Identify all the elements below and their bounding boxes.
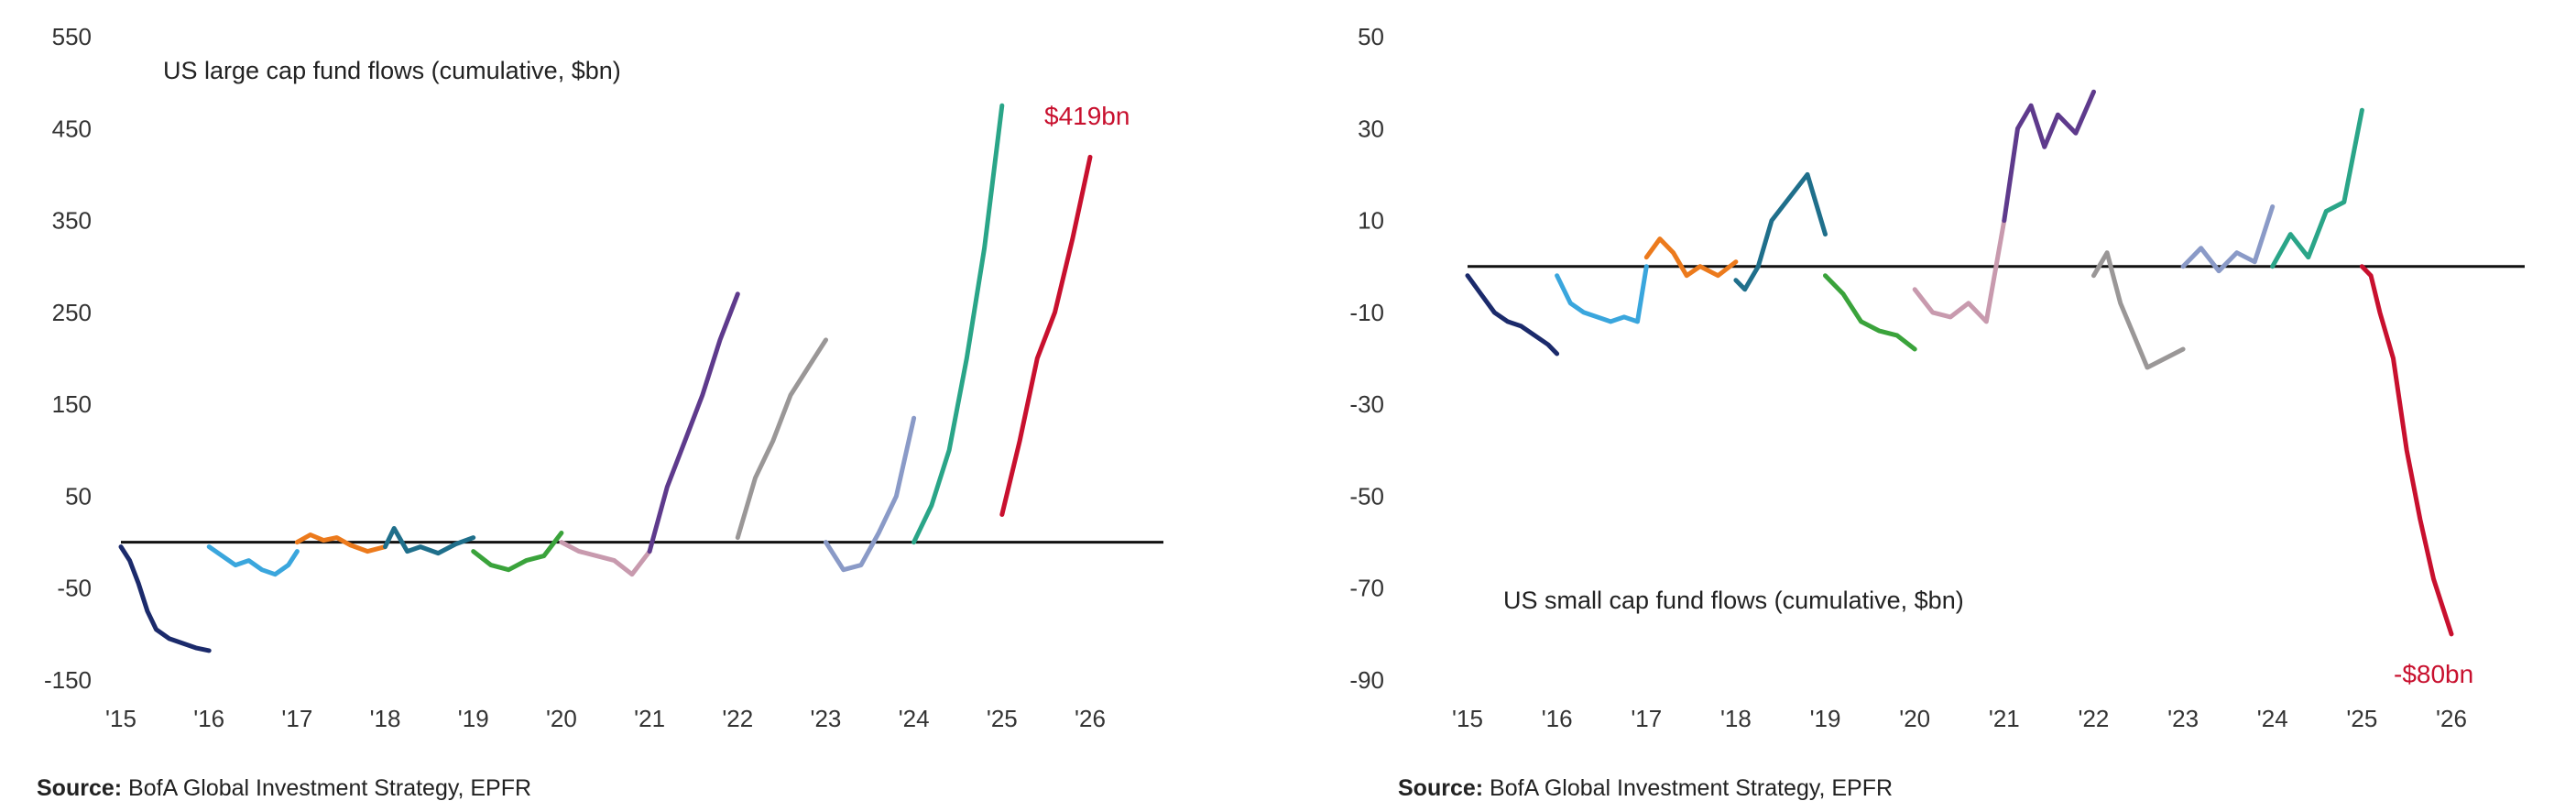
y-tick-label: 350 [52,207,92,235]
source-note: Source: BofA Global Investment Strategy,… [1398,775,1893,802]
x-axis-ticks: '15 '16 '17 '18 '19 '20 '21 '22 '23 '24 '25 '26 [105,705,1106,732]
series-lines [1465,89,2454,637]
series-line-2018 [1733,171,1828,292]
series-line-2021 [2002,89,2096,224]
y-tick-label: -30 [1349,390,1384,418]
x-tick-label: '26 [1075,705,1106,732]
end-value-label: $419bn [1044,102,1130,130]
x-tick-label: '19 [458,705,489,732]
series-line-2025 [2359,264,2454,637]
series-line-2018 [383,526,476,556]
y-axis-ticks: -90 -70 -50 -30 -10 10 30 50 [1349,23,1384,694]
series-line-2021 [647,291,740,554]
y-tick-label: -10 [1349,299,1384,326]
y-axis-ticks: -150 -50 50 150 250 350 450 550 [44,23,92,694]
x-axis-ticks: '15 '16 '17 '18 '19 '20 '21 '22 '23 '24 '25 '26 [1452,705,2467,732]
y-tick-label: 50 [1358,23,1384,50]
x-tick-label: '17 [1631,705,1662,732]
x-tick-label: '25 [2346,705,2377,732]
series-line-2016 [206,544,300,577]
x-tick-label: '17 [281,705,312,732]
source-prefix: Source: [1398,775,1484,801]
source-text: BofA Global Investment Strategy, EPFR [1490,775,1894,801]
x-tick-label: '24 [2257,705,2288,732]
x-tick-label: '22 [2079,705,2110,732]
x-tick-label: '23 [811,705,842,732]
series-line-2024 [911,103,1005,545]
series-line-2022 [735,337,828,541]
x-tick-label: '19 [1810,705,1841,732]
series-line-2024 [2270,107,2364,269]
large-cap-chart-panel: -150 -50 50 150 250 350 450 550 '15 '16 '17 '18 '19… [37,23,1163,802]
y-tick-label: 250 [52,299,92,326]
y-tick-label: -70 [1349,575,1384,602]
x-tick-label: '22 [722,705,753,732]
y-tick-label: 50 [65,482,92,510]
x-tick-label: '20 [546,705,577,732]
x-tick-label: '15 [1452,705,1483,732]
y-tick-label: 550 [52,23,92,50]
y-tick-label: 450 [52,115,92,142]
x-tick-label: '20 [1899,705,1930,732]
series-line-2017 [1643,236,1739,279]
series-line-2025 [999,154,1093,517]
end-value-label: -$80bn [2394,660,2473,688]
source-text: BofA Global Investment Strategy, EPFR [128,775,532,801]
x-tick-label: '26 [2436,705,2467,732]
series-line-2015 [118,544,212,653]
series-line-2020 [1912,218,2007,324]
x-tick-label: '24 [899,705,930,732]
series-line-2016 [1555,264,1649,324]
small-cap-chart-panel: -90 -70 -50 -30 -10 10 30 50 '15 '16 '17 '18 '19 '20… [1288,0,2576,812]
y-tick-label: -50 [57,575,92,602]
chart-title: US large cap fund flows (cumulative, $bn… [163,57,621,84]
x-tick-label: '16 [1542,705,1573,732]
x-tick-label: '21 [1989,705,2020,732]
x-tick-label: '18 [1720,705,1752,732]
y-tick-label: 150 [52,390,92,418]
y-tick-label: -50 [1349,482,1384,510]
y-tick-label: 10 [1358,207,1384,235]
series-line-2017 [294,532,387,554]
x-tick-label: '23 [2167,705,2199,732]
series-line-2019 [1823,273,1917,352]
source-note: Source: BofA Global Investment Strategy,… [37,775,531,802]
small-cap-chart: -90 -70 -50 -30 -10 10 30 50 '15 '16 '17 '18 '19 '20… [1349,23,2525,732]
series-line-2022 [2091,250,2186,370]
large-cap-chart: -150 -50 50 150 250 350 450 550 '15 '16 '17 '18 '19… [44,23,1163,732]
y-tick-label: 30 [1358,115,1384,142]
x-tick-label: '18 [370,705,401,732]
series-line-2020 [559,540,652,577]
y-tick-label: -90 [1349,666,1384,694]
y-tick-label: -150 [44,666,92,694]
series-line-2023 [824,415,917,573]
x-tick-label: '15 [105,705,136,732]
chart-title: US small cap fund flows (cumulative, $bn… [1503,587,1964,614]
series-line-2023 [2180,204,2276,274]
series-lines [118,103,1093,653]
x-tick-label: '16 [193,705,224,732]
series-line-2019 [471,531,564,573]
x-tick-label: '21 [634,705,665,732]
series-line-2015 [1465,273,1560,357]
source-prefix: Source: [37,775,123,801]
x-tick-label: '25 [987,705,1018,732]
